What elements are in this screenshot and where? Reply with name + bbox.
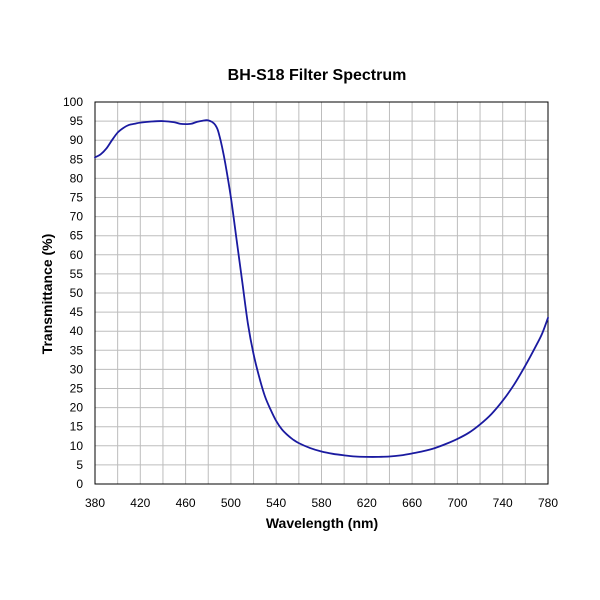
x-tick-label: 620: [357, 496, 377, 510]
y-tick-label: 100: [63, 95, 83, 109]
x-axis-label: Wavelength (nm): [266, 515, 378, 531]
y-tick-label: 25: [70, 382, 84, 396]
y-tick-label: 55: [70, 267, 84, 281]
y-tick-label: 15: [70, 420, 84, 434]
chart-title: BH-S18 Filter Spectrum: [228, 67, 407, 84]
y-tick-label: 0: [76, 477, 83, 491]
y-tick-label: 70: [70, 210, 84, 224]
y-tick-label: 80: [70, 171, 84, 185]
x-tick-label: 420: [130, 496, 150, 510]
x-tick-label: 780: [538, 496, 558, 510]
y-tick-label: 5: [76, 458, 83, 472]
gridlines: [94, 101, 549, 485]
tick-labels: 380 420 460 500 540 580 620 660 700 740 780 0 5 10 15 2…: [63, 95, 558, 510]
y-axis-label: Transmittance (%): [39, 234, 55, 355]
y-tick-label: 60: [70, 248, 84, 262]
x-tick-label: 660: [402, 496, 422, 510]
x-tick-label: 580: [311, 496, 331, 510]
x-tick-label: 700: [447, 496, 467, 510]
y-tick-label: 65: [70, 229, 84, 243]
y-tick-label: 90: [70, 133, 84, 147]
y-tick-label: 50: [70, 286, 84, 300]
y-tick-label: 30: [70, 362, 84, 376]
plot-frame: [94, 101, 549, 485]
x-tick-label: 740: [493, 496, 513, 510]
x-tick-label: 540: [266, 496, 286, 510]
y-tick-label: 45: [70, 305, 84, 319]
y-tick-label: 35: [70, 343, 84, 357]
y-tick-label: 95: [70, 114, 84, 128]
transmittance-curve: [94, 119, 549, 458]
y-tick-label: 75: [70, 191, 84, 205]
x-tick-label: 460: [176, 496, 196, 510]
y-tick-label: 85: [70, 152, 84, 166]
y-tick-label: 10: [70, 439, 84, 453]
x-tick-label: 380: [85, 496, 105, 510]
y-tick-label: 40: [70, 324, 84, 338]
y-tick-label: 20: [70, 401, 84, 415]
x-tick-label: 500: [221, 496, 241, 510]
